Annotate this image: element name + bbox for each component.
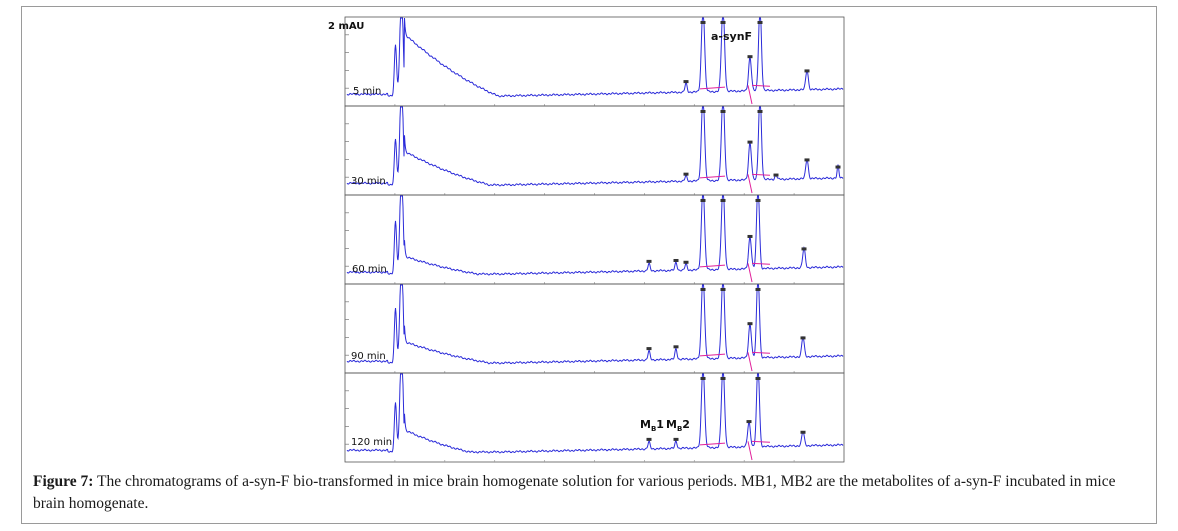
panel-border [344, 105, 845, 196]
chromatogram-panel: 60 min [344, 194, 845, 285]
integration-baseline [699, 351, 771, 372]
integration-baseline [699, 440, 771, 461]
peak-tag [673, 258, 679, 262]
peak-tag [755, 199, 761, 202]
peak-tag [673, 437, 679, 441]
panel-border [344, 16, 845, 107]
peak-tag [683, 260, 689, 264]
figure-caption: Figure 7: The chromatograms of a-syn-F b… [33, 471, 1145, 515]
peak-tag [757, 110, 763, 113]
peak-tag [720, 199, 726, 202]
y-unit-label: 2 mAU [328, 21, 364, 32]
panel-border [344, 283, 845, 374]
peak-tag [683, 80, 689, 84]
peak-tag [700, 377, 706, 380]
peak-tag [673, 345, 679, 349]
peak-tag [720, 110, 726, 113]
chromatogram-panel: 5 min [344, 16, 845, 107]
peak-tag [801, 247, 807, 251]
peak-tag [747, 322, 753, 326]
peak-tag [720, 288, 726, 291]
panel-border [344, 372, 845, 463]
chromatogram-trace [346, 284, 844, 365]
peak-tag [700, 199, 706, 202]
peak-tag [804, 158, 810, 162]
peak-tag [804, 69, 810, 73]
peak-tag [746, 420, 752, 424]
peak-tag [720, 377, 726, 380]
integration-baseline [699, 173, 771, 194]
caption-label: Figure 7: [33, 473, 94, 490]
integration-baseline [699, 84, 771, 105]
chromatogram-trace [346, 373, 844, 454]
chromatogram-panel: 30 min [344, 105, 845, 196]
panel-time-label: 30 min [351, 176, 386, 187]
peak-tag [646, 259, 652, 263]
peak-tag [755, 377, 761, 380]
peak-tag [773, 173, 779, 177]
peak-label-mb2: MB2 [666, 418, 690, 433]
peak-tag [646, 437, 652, 441]
peak-label-mb1: MB1 [640, 418, 664, 433]
peak-tag [800, 430, 806, 434]
chromatogram-stack: 5 min 30 min 60 min 90 min 120 min a-synF MB1 M… [344, 16, 845, 463]
panel-time-label: 90 min [351, 351, 386, 362]
panel-time-label: 120 min [351, 437, 392, 448]
peak-tag [747, 55, 753, 59]
peak-tag [720, 21, 726, 24]
peak-tag [700, 21, 706, 24]
peak-tag [835, 165, 841, 169]
chromatogram-trace [346, 106, 844, 187]
peak-tag [700, 110, 706, 113]
chromatogram-panel: 120 min [344, 372, 845, 463]
peak-tag [646, 347, 652, 351]
peak-tag [683, 172, 689, 176]
peak-tag [800, 336, 806, 340]
panel-time-label: 60 min [352, 264, 387, 275]
chromatogram-trace [346, 195, 844, 276]
chromatogram-figure: 5 min 30 min 60 min 90 min 120 min a-synF MB1 M… [328, 16, 845, 463]
chromatogram-trace [346, 17, 844, 98]
peak-tag [755, 288, 761, 291]
peak-tag [700, 288, 706, 291]
peak-tag [747, 140, 753, 144]
peak-label-a-synF: a-synF [711, 30, 752, 43]
integration-baseline [699, 262, 771, 283]
caption-text: The chromatograms of a-syn-F bio-transfo… [33, 473, 1116, 512]
chromatogram-panel: 90 min [344, 283, 845, 374]
panel-time-label: 5 min [353, 86, 381, 97]
panel-border [344, 194, 845, 285]
peak-tag [747, 234, 753, 238]
figure-frame [21, 6, 1157, 524]
peak-tag [757, 21, 763, 24]
